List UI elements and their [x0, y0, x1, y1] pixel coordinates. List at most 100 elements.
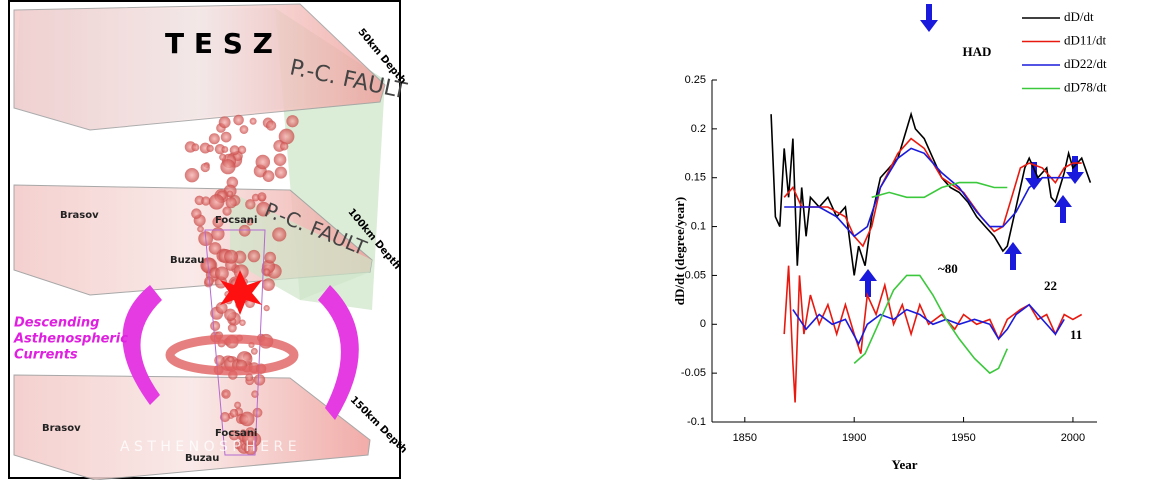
series-line [853, 274, 1009, 375]
hypocenter [245, 199, 256, 210]
x-axis-title: Year [892, 457, 918, 472]
hypocenter [246, 218, 254, 226]
hypocenter [211, 227, 225, 241]
hypocenter [229, 408, 239, 418]
hypocenter [227, 323, 237, 333]
currents-label: Descending [14, 316, 99, 331]
hypocenter [238, 224, 251, 237]
y-tick-label: 0.2 [691, 123, 706, 135]
city: Buzau [185, 453, 219, 464]
hypocenter [255, 154, 271, 170]
series-label: 22 [1044, 278, 1057, 293]
hypocenter [219, 153, 227, 161]
starburst [220, 270, 262, 315]
hypocenter [233, 114, 244, 126]
y-tick-label: 0.1 [691, 220, 706, 232]
hypocenter [222, 206, 232, 216]
label: A S T H E N O S P H E R E [120, 439, 297, 455]
hypocenter [239, 125, 249, 134]
prism [204, 229, 266, 456]
hypocenter [228, 430, 240, 441]
hypocenter [229, 145, 240, 156]
series-label: 11 [1070, 327, 1082, 342]
hypocenter [278, 128, 295, 145]
hypocenter [256, 201, 271, 217]
ring [165, 334, 299, 376]
hypocenter [239, 319, 246, 326]
hypocenter [273, 153, 287, 167]
hypocenter [265, 120, 277, 131]
hypocenter [226, 190, 234, 197]
hypocenter [224, 308, 237, 321]
hypocenter [257, 192, 267, 202]
city: Focsani [215, 428, 257, 439]
x-tick-label: 1850 [733, 432, 757, 444]
hypocenter [208, 194, 225, 210]
hypocenter [227, 356, 234, 363]
annotation: HAD [963, 44, 992, 59]
city: Brasov [60, 210, 99, 221]
y-tick-label: -0.1 [687, 416, 706, 428]
hypocenter [233, 264, 249, 280]
hypocenter [191, 143, 200, 152]
hypocenter [210, 320, 221, 331]
hypocenter [221, 146, 229, 153]
y-tick-label: 0.15 [685, 172, 706, 184]
y-tick-label: 0.25 [685, 74, 706, 86]
hypocenters [184, 114, 299, 456]
hypocenter [224, 249, 238, 264]
tectonic-diagram: T E S Z P.-C. FAULT P.-C. FAULT 50km Dep… [8, 0, 409, 480]
legend-label: dD11/dt [1064, 32, 1107, 47]
label: T E S Z [165, 27, 273, 60]
hypocenter [208, 242, 222, 255]
currents-label: Asthenospheric [13, 332, 128, 347]
hypocenter [264, 251, 277, 264]
hypocenter [252, 407, 263, 418]
current-arrow [318, 285, 359, 420]
hypocenter [253, 374, 266, 386]
hypocenter [201, 196, 211, 206]
hypocenter [245, 373, 254, 382]
chart: -0.1 -0.05 0 0.05 0.1 0.15 0.2 0.25 1850 1900 1950… [672, 4, 1107, 472]
legend-label: dD/dt [1064, 9, 1094, 24]
hypocenter [239, 411, 255, 427]
hypocenter [197, 225, 204, 233]
hypocenter [237, 145, 247, 155]
hypocenter [219, 412, 231, 423]
hypocenter [212, 216, 224, 228]
legend-label: dD22/dt [1064, 56, 1107, 71]
hypocenter [234, 401, 242, 409]
y-axis-title: dD/dt (degree/year) [672, 197, 687, 305]
hypocenter [263, 268, 271, 276]
hypocenter [247, 249, 261, 263]
y-tick-label: -0.05 [681, 367, 706, 379]
hypocenter [279, 142, 289, 151]
hypocenter [272, 227, 287, 242]
city: Brasov [42, 423, 81, 434]
hypocenter [225, 197, 237, 209]
hypocenter [242, 431, 258, 447]
x-tick-label: 1900 [842, 432, 866, 444]
city: Focsani [215, 215, 257, 226]
plane [13, 374, 371, 480]
hypocenter [250, 347, 258, 355]
hypocenter [251, 390, 259, 398]
series-line [784, 147, 1073, 238]
hypocenter [214, 266, 229, 281]
y-tick-label: 0 [700, 318, 706, 330]
series-line [783, 265, 1083, 403]
hypocenter [262, 278, 275, 292]
hypocenter [220, 159, 236, 175]
hypocenter [286, 115, 299, 128]
hypocenter [215, 301, 228, 314]
hypocenter [221, 389, 231, 399]
hypocenter [249, 117, 257, 125]
y-tick-label: 0.05 [685, 269, 706, 281]
hypocenter [263, 305, 270, 312]
legend-label: dD78/dt [1064, 79, 1107, 94]
hypocenter [200, 162, 210, 173]
plane [13, 3, 386, 131]
hypocenter [208, 133, 220, 145]
current-arrow [122, 285, 162, 405]
